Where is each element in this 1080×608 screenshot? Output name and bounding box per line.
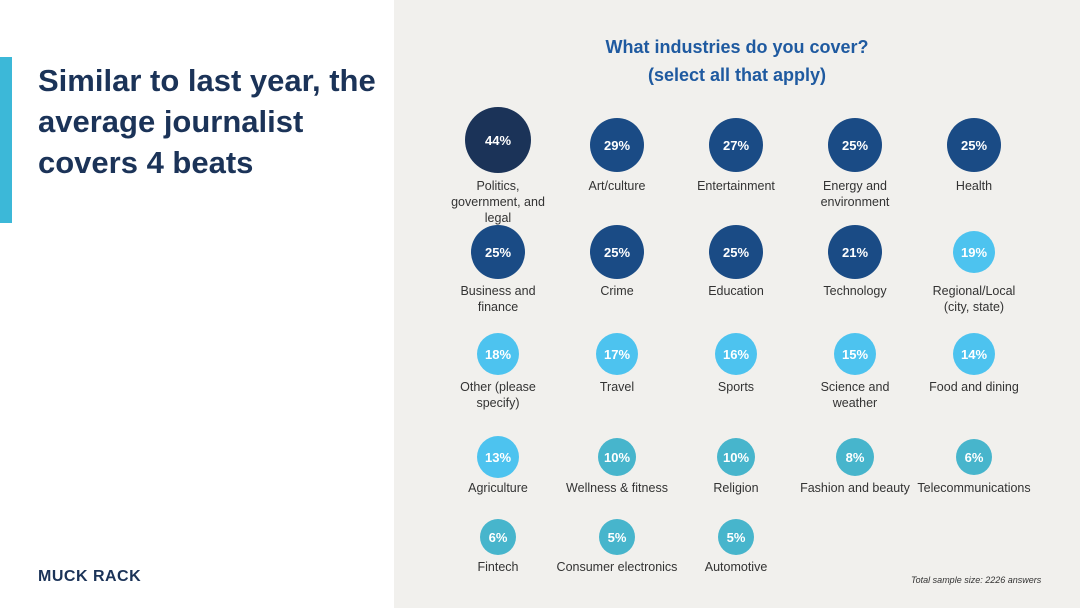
bubble: 25%	[709, 225, 763, 279]
sample-size-note: Total sample size: 2226 answers	[911, 575, 1042, 585]
bubble: 29%	[590, 118, 644, 172]
bubble: 10%	[598, 438, 636, 476]
bubble-label: Health	[955, 179, 993, 193]
bubble: 18%	[477, 333, 519, 375]
bubble-label: Art/culture	[588, 179, 646, 193]
bubble-label: Sports	[717, 380, 755, 394]
bubble: 21%	[828, 225, 882, 279]
bubble-label: Travel	[599, 380, 635, 394]
bubble: 13%	[477, 436, 519, 478]
bubble: 6%	[480, 519, 516, 555]
bubble: 8%	[836, 438, 874, 476]
bubble: 5%	[599, 519, 635, 555]
bubble-label: Regional/Local (city, state)	[932, 284, 1016, 314]
left-panel	[0, 0, 394, 608]
bubble-label: Food and dining	[929, 380, 1019, 394]
bubble-label: Telecommunications	[917, 481, 1031, 495]
chart-title-line2: (select all that apply)	[647, 65, 827, 85]
accent-bar	[0, 57, 12, 223]
bubble-label: Business and finance	[460, 284, 536, 314]
bubble: 16%	[715, 333, 757, 375]
bubble-label: Consumer electronics	[556, 560, 678, 574]
bubble: 14%	[953, 333, 995, 375]
bubble: 25%	[590, 225, 644, 279]
bubble-label: Automotive	[704, 560, 768, 574]
bubble-label: Religion	[713, 481, 759, 495]
bubble-label: Technology	[823, 284, 887, 298]
chart-title-line1: What industries do you cover?	[605, 37, 869, 57]
bubble-label: Education	[708, 284, 764, 298]
bubble-label: Fintech	[477, 560, 519, 574]
bubble: 44%	[465, 107, 531, 173]
bubble-label: Energy and environment	[820, 179, 890, 209]
headline: Similar to last year, the average journa…	[38, 63, 376, 180]
bubble-label: Wellness & fitness	[566, 481, 668, 495]
bubble: 25%	[947, 118, 1001, 172]
bubble-label: Entertainment	[697, 179, 775, 193]
muck-rack-logo: MUCK RACK	[38, 568, 142, 585]
bubble: 10%	[717, 438, 755, 476]
bubble-label: Other (please specify)	[460, 380, 536, 410]
bubble: 25%	[471, 225, 525, 279]
bubble-label: Agriculture	[468, 481, 528, 495]
bubble: 5%	[718, 519, 754, 555]
bubble: 25%	[828, 118, 882, 172]
bubble: 19%	[953, 231, 995, 273]
bubble: 15%	[834, 333, 876, 375]
bubble-label: Fashion and beauty	[800, 481, 910, 495]
bubble: 27%	[709, 118, 763, 172]
bubble: 6%	[956, 439, 992, 475]
bubble-label: Crime	[600, 284, 634, 298]
chart-title: What industries do you cover? (select al…	[394, 33, 1080, 89]
bubble: 17%	[596, 333, 638, 375]
chart-panel	[394, 0, 1080, 608]
bubble-label: Politics, government, and legal	[451, 179, 545, 225]
bubble-label: Science and weather	[820, 380, 890, 410]
